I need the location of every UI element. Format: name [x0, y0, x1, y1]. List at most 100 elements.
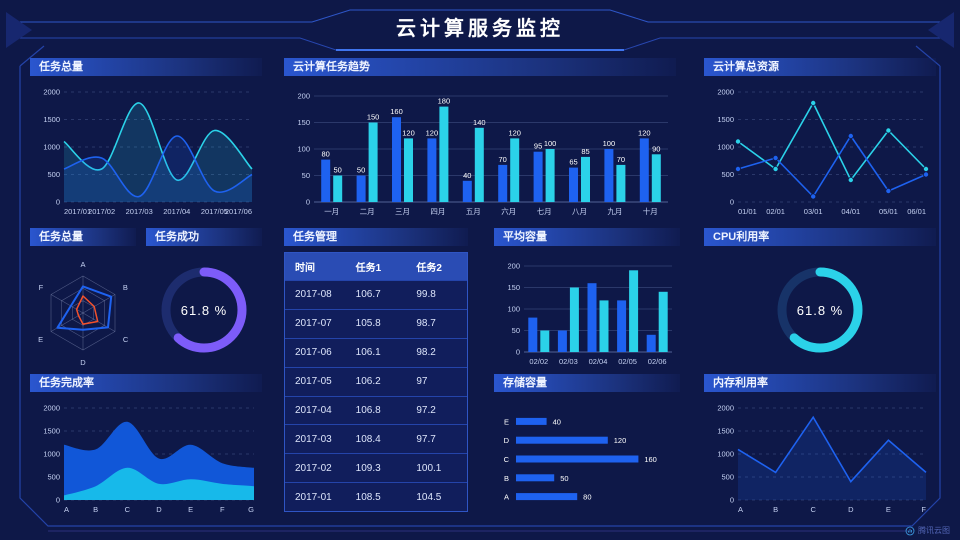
- tencent-cloud-chart-logo-icon: [905, 526, 915, 535]
- panel-memory: 内存利用率 0 500 1000 1500 2000 A B C D E F: [704, 374, 936, 516]
- storage-hbar-chart: E 40 D 120 C 160 B 50 A 80: [504, 417, 657, 502]
- svg-text:B: B: [773, 505, 778, 514]
- svg-text:D: D: [848, 505, 854, 514]
- table-cell: 97.7: [416, 433, 436, 445]
- svg-text:B: B: [504, 474, 509, 483]
- svg-text:160: 160: [644, 455, 657, 464]
- panel-task-table: 任务管理 时间 任务1 任务2 2017-08 106.7 99.8 2017-07 105…: [284, 228, 468, 512]
- svg-text:E: E: [886, 505, 891, 514]
- svg-text:02/05: 02/05: [618, 357, 637, 366]
- svg-text:E: E: [188, 505, 193, 514]
- svg-text:0: 0: [56, 198, 60, 207]
- panel-cloud-resources-title: 云计算总资源: [704, 58, 936, 76]
- svg-text:D: D: [156, 505, 162, 514]
- svg-text:0: 0: [56, 496, 60, 505]
- svg-text:500: 500: [47, 170, 60, 179]
- table-header-cell: 时间: [295, 263, 315, 274]
- svg-text:02/06: 02/06: [648, 357, 667, 366]
- table-cell: 2017-04: [295, 404, 332, 416]
- svg-text:1000: 1000: [43, 143, 60, 152]
- table-cell: 97: [416, 376, 428, 388]
- svg-text:70: 70: [499, 155, 507, 164]
- table-cell: 109.3: [355, 462, 381, 474]
- panel-title-text: 内存利用率: [713, 377, 768, 389]
- cpu-donut-chart: [777, 267, 863, 353]
- svg-text:0: 0: [516, 348, 520, 357]
- svg-text:150: 150: [297, 118, 310, 127]
- table-header-cell: 任务1: [355, 263, 382, 274]
- panel-title-text: 任务完成率: [39, 377, 94, 389]
- brand-watermark: 腾讯云图: [905, 525, 950, 536]
- svg-text:D: D: [504, 436, 510, 445]
- svg-text:A: A: [738, 505, 743, 514]
- svg-text:0: 0: [730, 496, 734, 505]
- svg-text:E: E: [504, 417, 509, 426]
- svg-text:50: 50: [334, 166, 342, 175]
- svg-text:02/03: 02/03: [559, 357, 578, 366]
- task-success-donut-chart: [161, 267, 247, 353]
- svg-text:六月: 六月: [501, 206, 516, 216]
- svg-text:120: 120: [426, 128, 439, 137]
- panel-task-success: 任务成功 61.8 %: [146, 228, 262, 368]
- svg-text:50: 50: [357, 166, 365, 175]
- svg-text:F: F: [39, 283, 44, 292]
- svg-text:0: 0: [306, 198, 310, 207]
- task-table-body: 2017-08 106.7 99.8 2017-07 105.8 98.7 2017-06 1…: [285, 280, 467, 511]
- svg-text:F: F: [921, 505, 926, 514]
- svg-text:0: 0: [730, 198, 734, 207]
- table-cell: 2017-07: [295, 318, 332, 330]
- svg-text:50: 50: [512, 326, 520, 335]
- table-cell: 2017-05: [295, 376, 332, 388]
- table-cell: 2017-08: [295, 289, 332, 301]
- svg-text:2000: 2000: [717, 404, 734, 413]
- table-cell: 105.8: [355, 318, 381, 330]
- table-cell: 106.2: [355, 376, 381, 388]
- svg-text:2000: 2000: [717, 88, 734, 97]
- svg-text:200: 200: [507, 262, 520, 271]
- panel-title-text: 任务成功: [155, 231, 199, 243]
- table-cell: 108.5: [355, 491, 381, 503]
- svg-text:100: 100: [603, 139, 616, 148]
- task-table-header-row: 时间 任务1 任务2: [285, 253, 467, 280]
- panel-storage-title: 存储容量: [494, 374, 680, 392]
- svg-text:70: 70: [617, 155, 625, 164]
- svg-text:C: C: [810, 505, 816, 514]
- svg-text:120: 120: [508, 128, 521, 137]
- panel-avg-capacity: 平均容量 0 50 100 150 200 02/02 02/03 02/04 02/05 02/…: [494, 228, 680, 368]
- table-cell: 99.8: [416, 289, 436, 301]
- avg-capacity-bar-chart: 0 50 100 150 200 02/02 02/03 02/04 02/05 02/06: [507, 262, 672, 366]
- panel-cpu: CPU利用率 61.8 %: [704, 228, 936, 368]
- svg-text:2017/06: 2017/06: [225, 207, 252, 216]
- svg-text:C: C: [123, 335, 129, 344]
- svg-text:1500: 1500: [43, 115, 60, 124]
- svg-text:B: B: [123, 283, 128, 292]
- svg-text:C: C: [504, 455, 510, 464]
- table-cell: 2017-06: [295, 347, 332, 359]
- svg-text:G: G: [248, 505, 254, 514]
- svg-text:40: 40: [463, 171, 471, 180]
- svg-text:80: 80: [583, 493, 591, 502]
- panel-title-text: 云计算任务趋势: [293, 61, 370, 73]
- svg-text:140: 140: [473, 118, 486, 127]
- svg-text:100: 100: [297, 145, 310, 154]
- table-row: 2017-05 106.2 97: [285, 366, 467, 396]
- svg-text:40: 40: [553, 417, 561, 426]
- table-row: 2017-04 106.8 97.2: [285, 395, 467, 425]
- memory-line-chart: 0 500 1000 1500 2000 A B C D E F: [717, 404, 927, 514]
- svg-text:八月: 八月: [572, 207, 587, 216]
- panel-task-trend-title: 云计算任务趋势: [284, 58, 676, 76]
- panel-title-text: 任务总量: [39, 61, 83, 73]
- panel-tasks-total-line-title: 任务总量: [30, 58, 262, 76]
- svg-text:160: 160: [390, 107, 403, 116]
- svg-text:120: 120: [402, 128, 415, 137]
- svg-text:A: A: [504, 493, 509, 502]
- svg-text:2017/03: 2017/03: [126, 207, 153, 216]
- table-row: 2017-06 106.1 98.2: [285, 337, 467, 367]
- svg-text:06/01: 06/01: [907, 207, 926, 216]
- svg-text:1500: 1500: [717, 427, 734, 436]
- panel-tasks-total-line: 任务总量 0 500 1000 1500 2000 2017/01 2017/02 2017/…: [30, 58, 262, 218]
- table-cell: 2017-02: [295, 462, 332, 474]
- svg-text:100: 100: [544, 139, 557, 148]
- svg-text:120: 120: [638, 128, 651, 137]
